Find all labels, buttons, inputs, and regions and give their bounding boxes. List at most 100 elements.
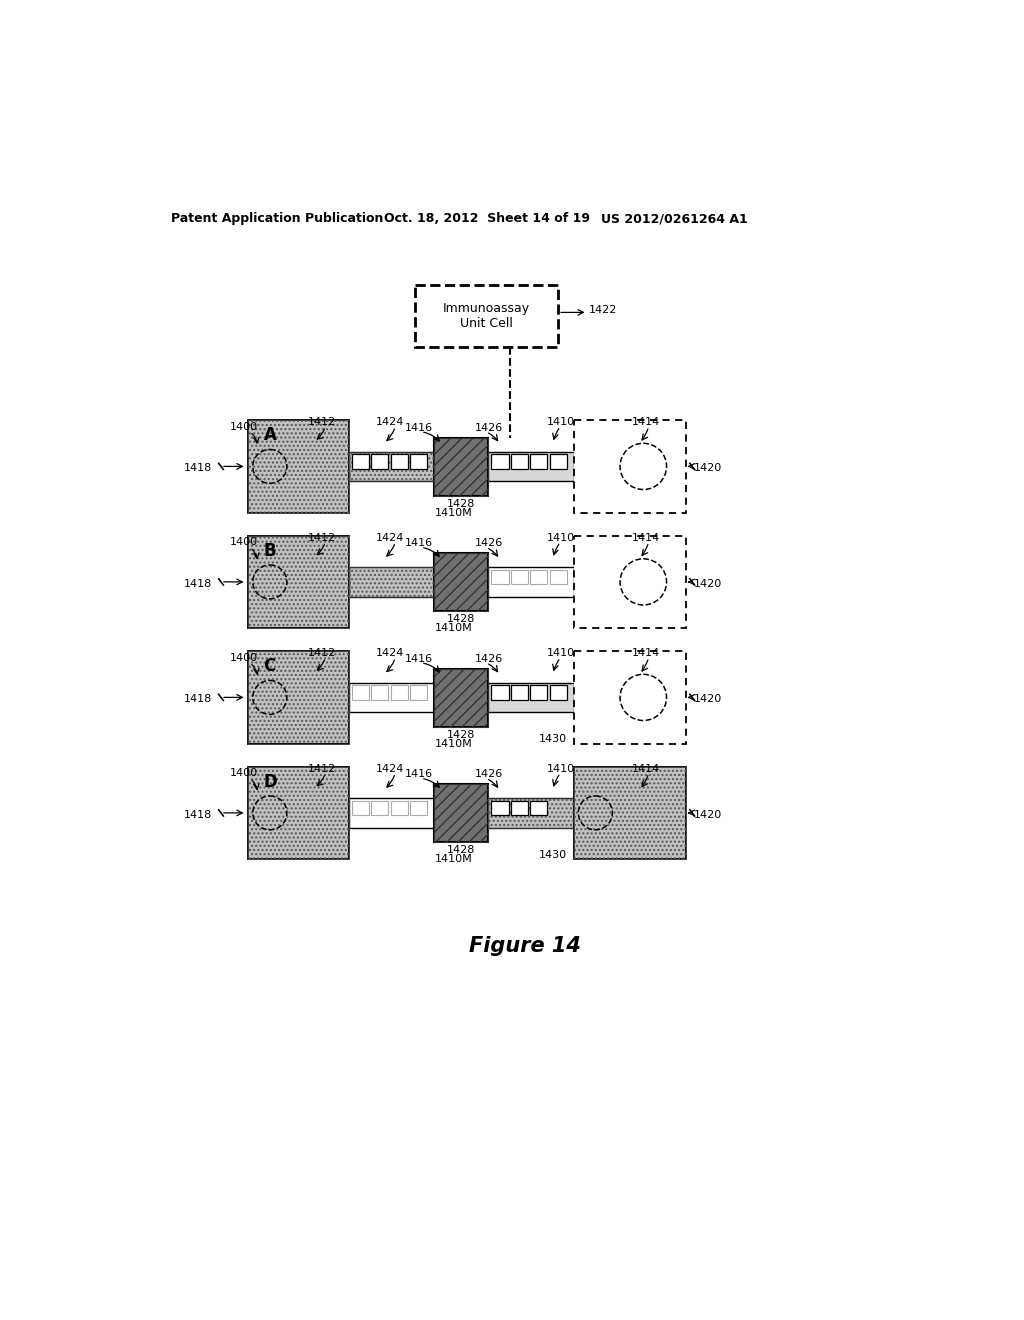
- Bar: [573, 420, 686, 512]
- Text: 1424: 1424: [376, 648, 404, 659]
- Bar: [248, 651, 349, 743]
- Text: 1420: 1420: [693, 810, 722, 820]
- Text: Patent Application Publication: Patent Application Publication: [171, 213, 383, 226]
- Text: Immunoassay
Unit Cell: Immunoassay Unit Cell: [442, 302, 530, 330]
- Bar: [511, 685, 528, 700]
- Bar: [434, 438, 488, 496]
- Text: 1424: 1424: [376, 533, 404, 543]
- Bar: [410, 685, 427, 700]
- Text: 1414: 1414: [632, 533, 660, 543]
- Bar: [573, 767, 686, 859]
- Text: 1416: 1416: [404, 653, 433, 664]
- Bar: [352, 800, 369, 816]
- Text: 1400: 1400: [230, 768, 258, 779]
- Bar: [488, 568, 573, 597]
- Bar: [415, 285, 558, 347]
- Text: 1410M: 1410M: [434, 739, 472, 748]
- Bar: [550, 454, 566, 469]
- Bar: [349, 451, 434, 480]
- Bar: [488, 799, 573, 828]
- Bar: [492, 685, 509, 700]
- Bar: [248, 536, 349, 628]
- Text: 1414: 1414: [632, 648, 660, 659]
- Text: 1420: 1420: [693, 694, 722, 705]
- Text: 1410: 1410: [547, 648, 574, 659]
- Bar: [550, 570, 566, 585]
- Text: 1424: 1424: [376, 417, 404, 428]
- Text: 1420: 1420: [693, 578, 722, 589]
- Bar: [372, 685, 388, 700]
- Text: C: C: [263, 657, 275, 676]
- Bar: [349, 799, 434, 828]
- Text: A: A: [263, 426, 276, 445]
- Text: 1422: 1422: [589, 305, 617, 315]
- Bar: [492, 800, 509, 816]
- Text: 1418: 1418: [183, 463, 212, 474]
- Bar: [434, 553, 488, 611]
- Bar: [573, 651, 686, 743]
- Text: 1426: 1426: [475, 539, 504, 548]
- Text: US 2012/0261264 A1: US 2012/0261264 A1: [601, 213, 748, 226]
- Text: 1428: 1428: [447, 499, 475, 508]
- Text: 1410: 1410: [547, 417, 574, 428]
- Text: 1414: 1414: [632, 417, 660, 428]
- Bar: [511, 800, 528, 816]
- Bar: [530, 570, 547, 585]
- Bar: [488, 682, 573, 711]
- Bar: [372, 454, 388, 469]
- Text: 1416: 1416: [404, 770, 433, 779]
- Text: 1410M: 1410M: [434, 623, 472, 634]
- Bar: [391, 454, 408, 469]
- Bar: [434, 438, 488, 496]
- Bar: [349, 568, 434, 597]
- Bar: [492, 454, 509, 469]
- Text: 1400: 1400: [230, 653, 258, 663]
- Bar: [349, 682, 434, 711]
- Text: 1414: 1414: [632, 763, 660, 774]
- Text: 1400: 1400: [230, 422, 258, 432]
- Bar: [349, 451, 434, 480]
- Bar: [511, 570, 528, 585]
- Bar: [434, 669, 488, 726]
- Bar: [434, 669, 488, 726]
- Bar: [352, 454, 369, 469]
- Text: 1430: 1430: [539, 850, 567, 859]
- Text: 1418: 1418: [183, 578, 212, 589]
- Bar: [248, 767, 349, 859]
- Text: 1418: 1418: [183, 694, 212, 705]
- Text: Figure 14: Figure 14: [469, 936, 581, 956]
- Bar: [434, 553, 488, 611]
- Bar: [372, 800, 388, 816]
- Text: 1416: 1416: [404, 422, 433, 433]
- Text: 1410M: 1410M: [434, 508, 472, 517]
- Bar: [248, 420, 349, 512]
- Text: 1412: 1412: [308, 648, 336, 659]
- Text: D: D: [263, 774, 278, 791]
- Bar: [530, 685, 547, 700]
- Bar: [434, 784, 488, 842]
- Text: 1426: 1426: [475, 770, 504, 779]
- Bar: [391, 800, 408, 816]
- Bar: [573, 767, 686, 859]
- Bar: [248, 420, 349, 512]
- Bar: [248, 536, 349, 628]
- Text: 1412: 1412: [308, 763, 336, 774]
- Text: 1412: 1412: [308, 533, 336, 543]
- Bar: [248, 767, 349, 859]
- Text: 1430: 1430: [539, 734, 567, 744]
- Bar: [410, 454, 427, 469]
- Text: 1412: 1412: [308, 417, 336, 428]
- Bar: [349, 568, 434, 597]
- Bar: [391, 685, 408, 700]
- Text: 1428: 1428: [447, 730, 475, 739]
- Bar: [434, 784, 488, 842]
- Text: 1418: 1418: [183, 810, 212, 820]
- Text: 1424: 1424: [376, 763, 404, 774]
- Bar: [511, 454, 528, 469]
- Bar: [492, 570, 509, 585]
- Bar: [573, 536, 686, 628]
- Text: 1410M: 1410M: [434, 854, 472, 865]
- Text: 1420: 1420: [693, 463, 722, 474]
- Bar: [248, 651, 349, 743]
- Text: 1426: 1426: [475, 653, 504, 664]
